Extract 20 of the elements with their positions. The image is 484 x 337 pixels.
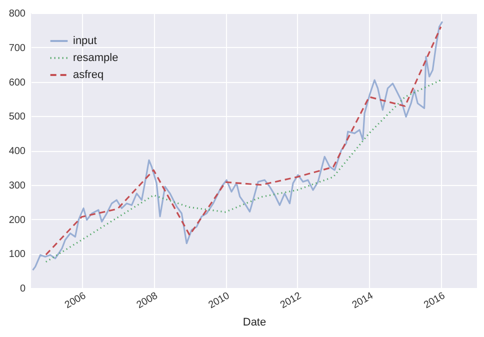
y-tick-label: 800 <box>8 8 26 20</box>
y-tick-label: 300 <box>8 180 26 192</box>
y-tick-label: 100 <box>8 249 26 260</box>
y-tick-label: 500 <box>8 112 26 123</box>
y-tick-label: 200 <box>8 214 26 226</box>
y-tick-label: 700 <box>8 42 26 54</box>
x-tick-label: 2016 <box>422 290 448 312</box>
x-tick-label: 2010 <box>206 290 232 312</box>
y-tick-label: 600 <box>8 77 26 88</box>
y-tick-label: 400 <box>8 146 26 157</box>
y-tick-label: 0 <box>20 284 26 294</box>
x-tick-label: 2012 <box>278 290 304 312</box>
x-tick-label: 2006 <box>63 290 88 312</box>
x-tick-label: 2008 <box>134 290 160 312</box>
line-series <box>45 79 442 263</box>
legend-label: input <box>73 35 97 47</box>
legend-label: asfreq <box>73 69 104 81</box>
x-tick-label: 2014 <box>350 290 376 312</box>
legend-label: resample <box>73 52 118 64</box>
x-axis-title: Date <box>242 316 266 328</box>
